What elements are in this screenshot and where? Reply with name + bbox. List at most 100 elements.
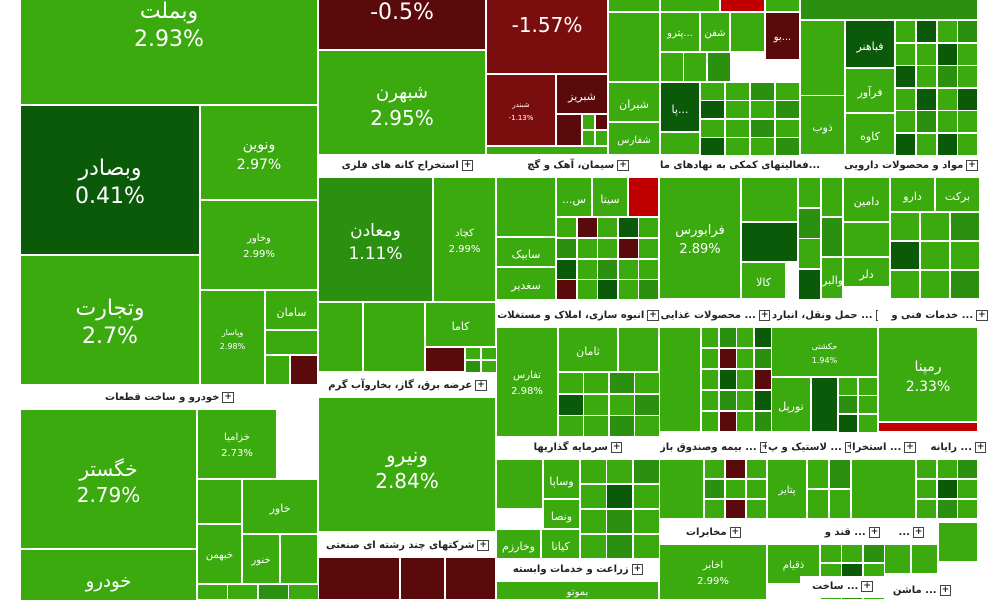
treemap-cell[interactable] (197, 584, 228, 600)
treemap-cell[interactable] (730, 12, 765, 52)
stock-tile[interactable]: فرآور (845, 68, 895, 113)
treemap-cell[interactable] (609, 372, 635, 394)
treemap-cell[interactable] (725, 137, 750, 156)
stock-tile[interactable]: اخابر 2.99% (659, 544, 767, 600)
treemap-cell[interactable] (496, 177, 556, 237)
treemap-cell[interactable] (720, 0, 765, 12)
treemap-cell[interactable] (577, 259, 598, 280)
treemap-cell[interactable] (775, 100, 800, 119)
treemap-cell[interactable] (798, 208, 821, 239)
stock-tile[interactable]: سیتا (592, 177, 628, 217)
stock-tile[interactable]: ونصا (543, 499, 580, 529)
treemap-cell[interactable] (582, 114, 595, 130)
stock-tile[interactable]: وخاور 2.99% (200, 200, 318, 290)
treemap-cell[interactable] (683, 52, 707, 82)
expand-icon[interactable]: + (758, 309, 771, 321)
treemap-cell[interactable] (597, 217, 618, 238)
stock-tile[interactable]: شیران (608, 82, 660, 122)
sector-header[interactable]: مواد و محصولات دارویی + (821, 155, 1000, 177)
stock-tile[interactable]: شفن (700, 12, 730, 52)
sector-header[interactable]: ساخت ... + (800, 576, 884, 598)
stock-tile[interactable]: خزامیا 2.73% (197, 409, 277, 479)
sector-header[interactable]: مخابرات + (659, 522, 767, 544)
treemap-cell[interactable] (719, 411, 737, 432)
stock-tile[interactable]: وبصادر 0.41% (20, 105, 200, 255)
treemap-cell[interactable] (660, 52, 684, 82)
treemap-cell[interactable] (820, 544, 842, 563)
sector-header[interactable]: ماشن ... + (884, 582, 959, 600)
treemap-cell[interactable] (890, 270, 920, 299)
treemap-cell[interactable] (950, 212, 980, 241)
treemap-cell[interactable] (700, 119, 725, 138)
treemap-cell[interactable] (800, 0, 978, 20)
treemap-cell[interactable] (807, 489, 829, 519)
treemap-cell[interactable] (486, 146, 608, 155)
treemap-cell[interactable] (895, 88, 916, 111)
treemap-cell[interactable] (633, 534, 660, 559)
treemap-cell[interactable] (754, 411, 772, 432)
treemap-cell[interactable] (957, 499, 978, 519)
treemap-cell[interactable] (719, 327, 737, 348)
stock-tile[interactable]: بموتو (496, 581, 659, 600)
treemap-cell[interactable] (916, 479, 937, 499)
treemap-cell[interactable] (258, 584, 289, 600)
treemap-cell[interactable] (957, 43, 978, 66)
treemap-cell[interactable] (701, 369, 719, 390)
expand-icon[interactable]: + (617, 159, 629, 171)
stock-tile[interactable]: تفارس 2.98% (496, 327, 558, 437)
sector-header[interactable]: خدمات فنی و ... + (878, 305, 1000, 327)
treemap-cell[interactable] (920, 270, 950, 299)
treemap-cell[interactable] (775, 119, 800, 138)
expand-icon[interactable]: + (939, 584, 952, 596)
treemap-cell[interactable] (811, 377, 838, 432)
sector-header[interactable]: استخرا ... + (851, 437, 916, 459)
treemap-cell[interactable] (558, 372, 584, 394)
sector-header[interactable]: محصولات غذایی ... + (659, 305, 771, 327)
treemap-cell[interactable] (618, 238, 639, 259)
expand-icon[interactable]: + (610, 441, 623, 453)
treemap-cell[interactable] (916, 110, 937, 133)
treemap-cell[interactable] (895, 43, 916, 66)
treemap-cell[interactable] (290, 355, 318, 385)
treemap-cell[interactable] (660, 0, 720, 12)
stock-tile[interactable]: وبملت 2.93% (20, 0, 318, 105)
sector-header[interactable]: بیمه وصندوق باز ...+ (659, 437, 767, 459)
stock-tile[interactable]: کاما (425, 302, 496, 347)
stock-tile[interactable]: وخارزم (496, 529, 541, 559)
sector-header[interactable]: لاستیک و پ ...+ (767, 437, 851, 459)
treemap-cell[interactable] (638, 217, 659, 238)
treemap-cell[interactable] (937, 479, 958, 499)
stock-tile[interactable]: وتجارت 2.7% (20, 255, 200, 385)
treemap-cell[interactable] (754, 327, 772, 348)
treemap-cell[interactable] (580, 534, 607, 559)
treemap-cell[interactable] (606, 459, 633, 484)
stock-tile[interactable]: کیانا (541, 529, 580, 559)
treemap-cell[interactable] (481, 347, 497, 360)
expand-icon[interactable]: + (461, 159, 474, 171)
treemap-cell[interactable] (798, 269, 821, 300)
treemap-cell[interactable] (465, 360, 481, 373)
treemap-cell[interactable] (496, 459, 543, 509)
treemap-cell[interactable] (858, 395, 878, 414)
sector-header[interactable]: زراعت و خدمات وابسته + (496, 559, 659, 581)
expand-icon[interactable]: + (647, 309, 659, 321)
treemap-cell[interactable] (556, 259, 577, 280)
treemap-cell[interactable] (634, 372, 660, 394)
treemap-cell[interactable] (725, 459, 746, 479)
expand-icon[interactable]: + (222, 391, 234, 403)
treemap-cell[interactable] (890, 212, 920, 241)
treemap-cell[interactable] (890, 241, 920, 270)
treemap-cell[interactable] (583, 372, 609, 394)
treemap-cell[interactable] (851, 459, 916, 519)
stock-tile[interactable]: خنور (242, 534, 280, 584)
treemap-cell[interactable] (701, 348, 719, 369)
treemap-cell[interactable] (481, 360, 497, 373)
treemap-cell[interactable] (638, 238, 659, 259)
treemap-cell[interactable] (618, 327, 659, 372)
expand-icon[interactable]: + (966, 159, 978, 171)
treemap-cell[interactable] (916, 133, 937, 156)
treemap-cell[interactable] (911, 544, 938, 574)
sector-header[interactable]: رایانه ... + (916, 437, 1000, 459)
sector-header[interactable]: فعالیتهای کمکی به نهادهای ما...+ (659, 155, 821, 177)
treemap-cell[interactable] (938, 522, 978, 562)
